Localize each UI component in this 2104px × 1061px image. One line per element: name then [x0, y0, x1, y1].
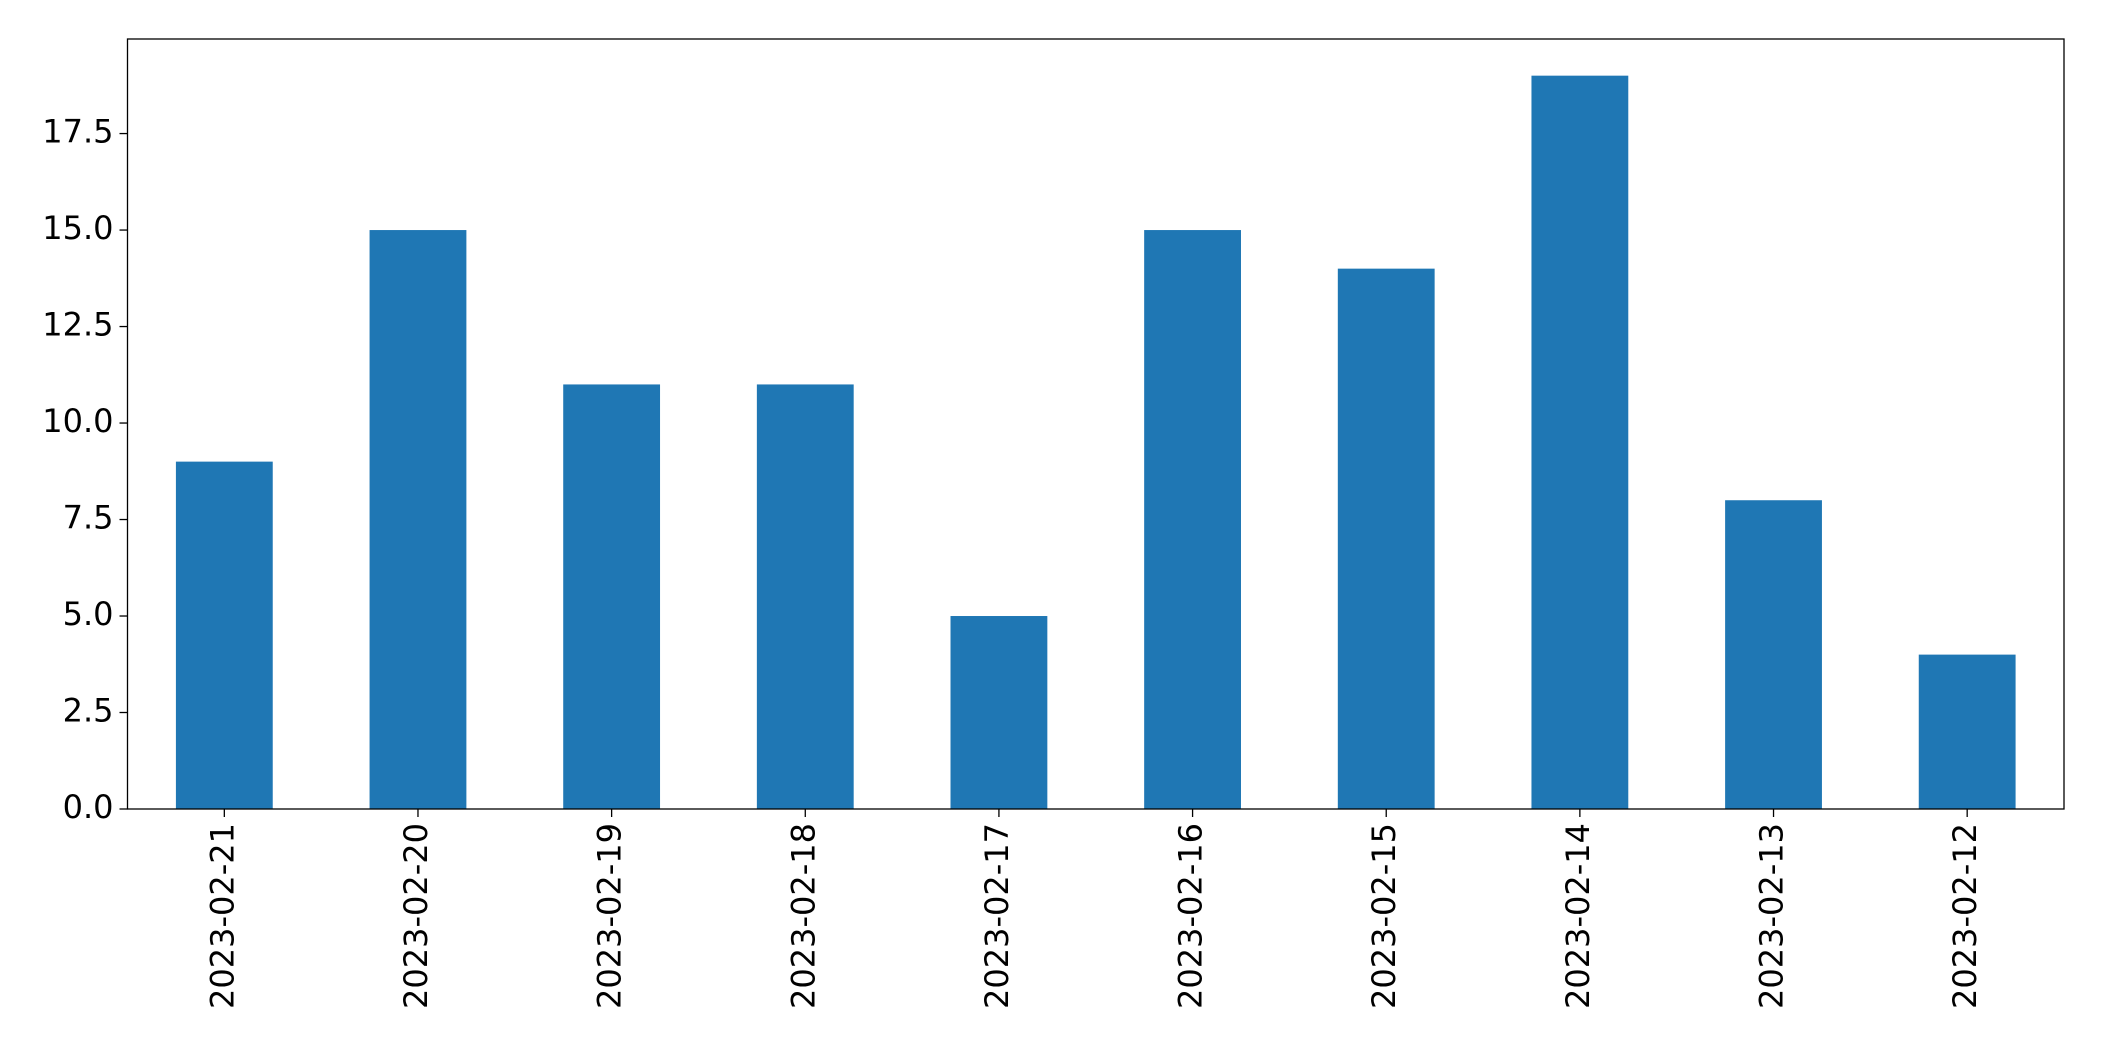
x-tick-label: 2023-02-20	[397, 823, 435, 1009]
bar	[563, 384, 661, 809]
plot-frame	[126, 38, 2065, 810]
bar	[1918, 654, 2016, 809]
x-tick-label: 2023-02-21	[203, 823, 241, 1009]
bar	[1337, 268, 1435, 809]
bar	[369, 230, 467, 810]
x-tick-label: 2023-02-12	[1946, 823, 1984, 1009]
bar	[1144, 230, 1241, 810]
x-tick-label: 2023-02-19	[591, 823, 629, 1009]
y-tick-label: 2.5	[63, 692, 114, 730]
y-tick-label: 15.0	[42, 209, 113, 247]
bar	[1725, 500, 1822, 809]
y-tick-label: 10.0	[42, 402, 113, 440]
y-tick-label: 17.5	[42, 113, 113, 151]
bar	[950, 616, 1048, 809]
y-tick-label: 0.0	[63, 788, 114, 826]
x-tick-label: 2023-02-18	[784, 823, 822, 1009]
bar	[756, 384, 854, 809]
x-tick-label: 2023-02-16	[1172, 823, 1210, 1009]
x-tick-label: 2023-02-13	[1753, 823, 1791, 1009]
x-tick-label: 2023-02-14	[1559, 823, 1597, 1009]
y-tick-label: 12.5	[42, 306, 113, 344]
y-tick-label: 5.0	[63, 595, 114, 633]
x-tick-label: 2023-02-17	[978, 823, 1016, 1009]
bar	[175, 461, 273, 809]
bar	[1531, 75, 1629, 809]
y-tick-label: 7.5	[63, 499, 114, 537]
x-tick-label: 2023-02-15	[1365, 823, 1403, 1009]
